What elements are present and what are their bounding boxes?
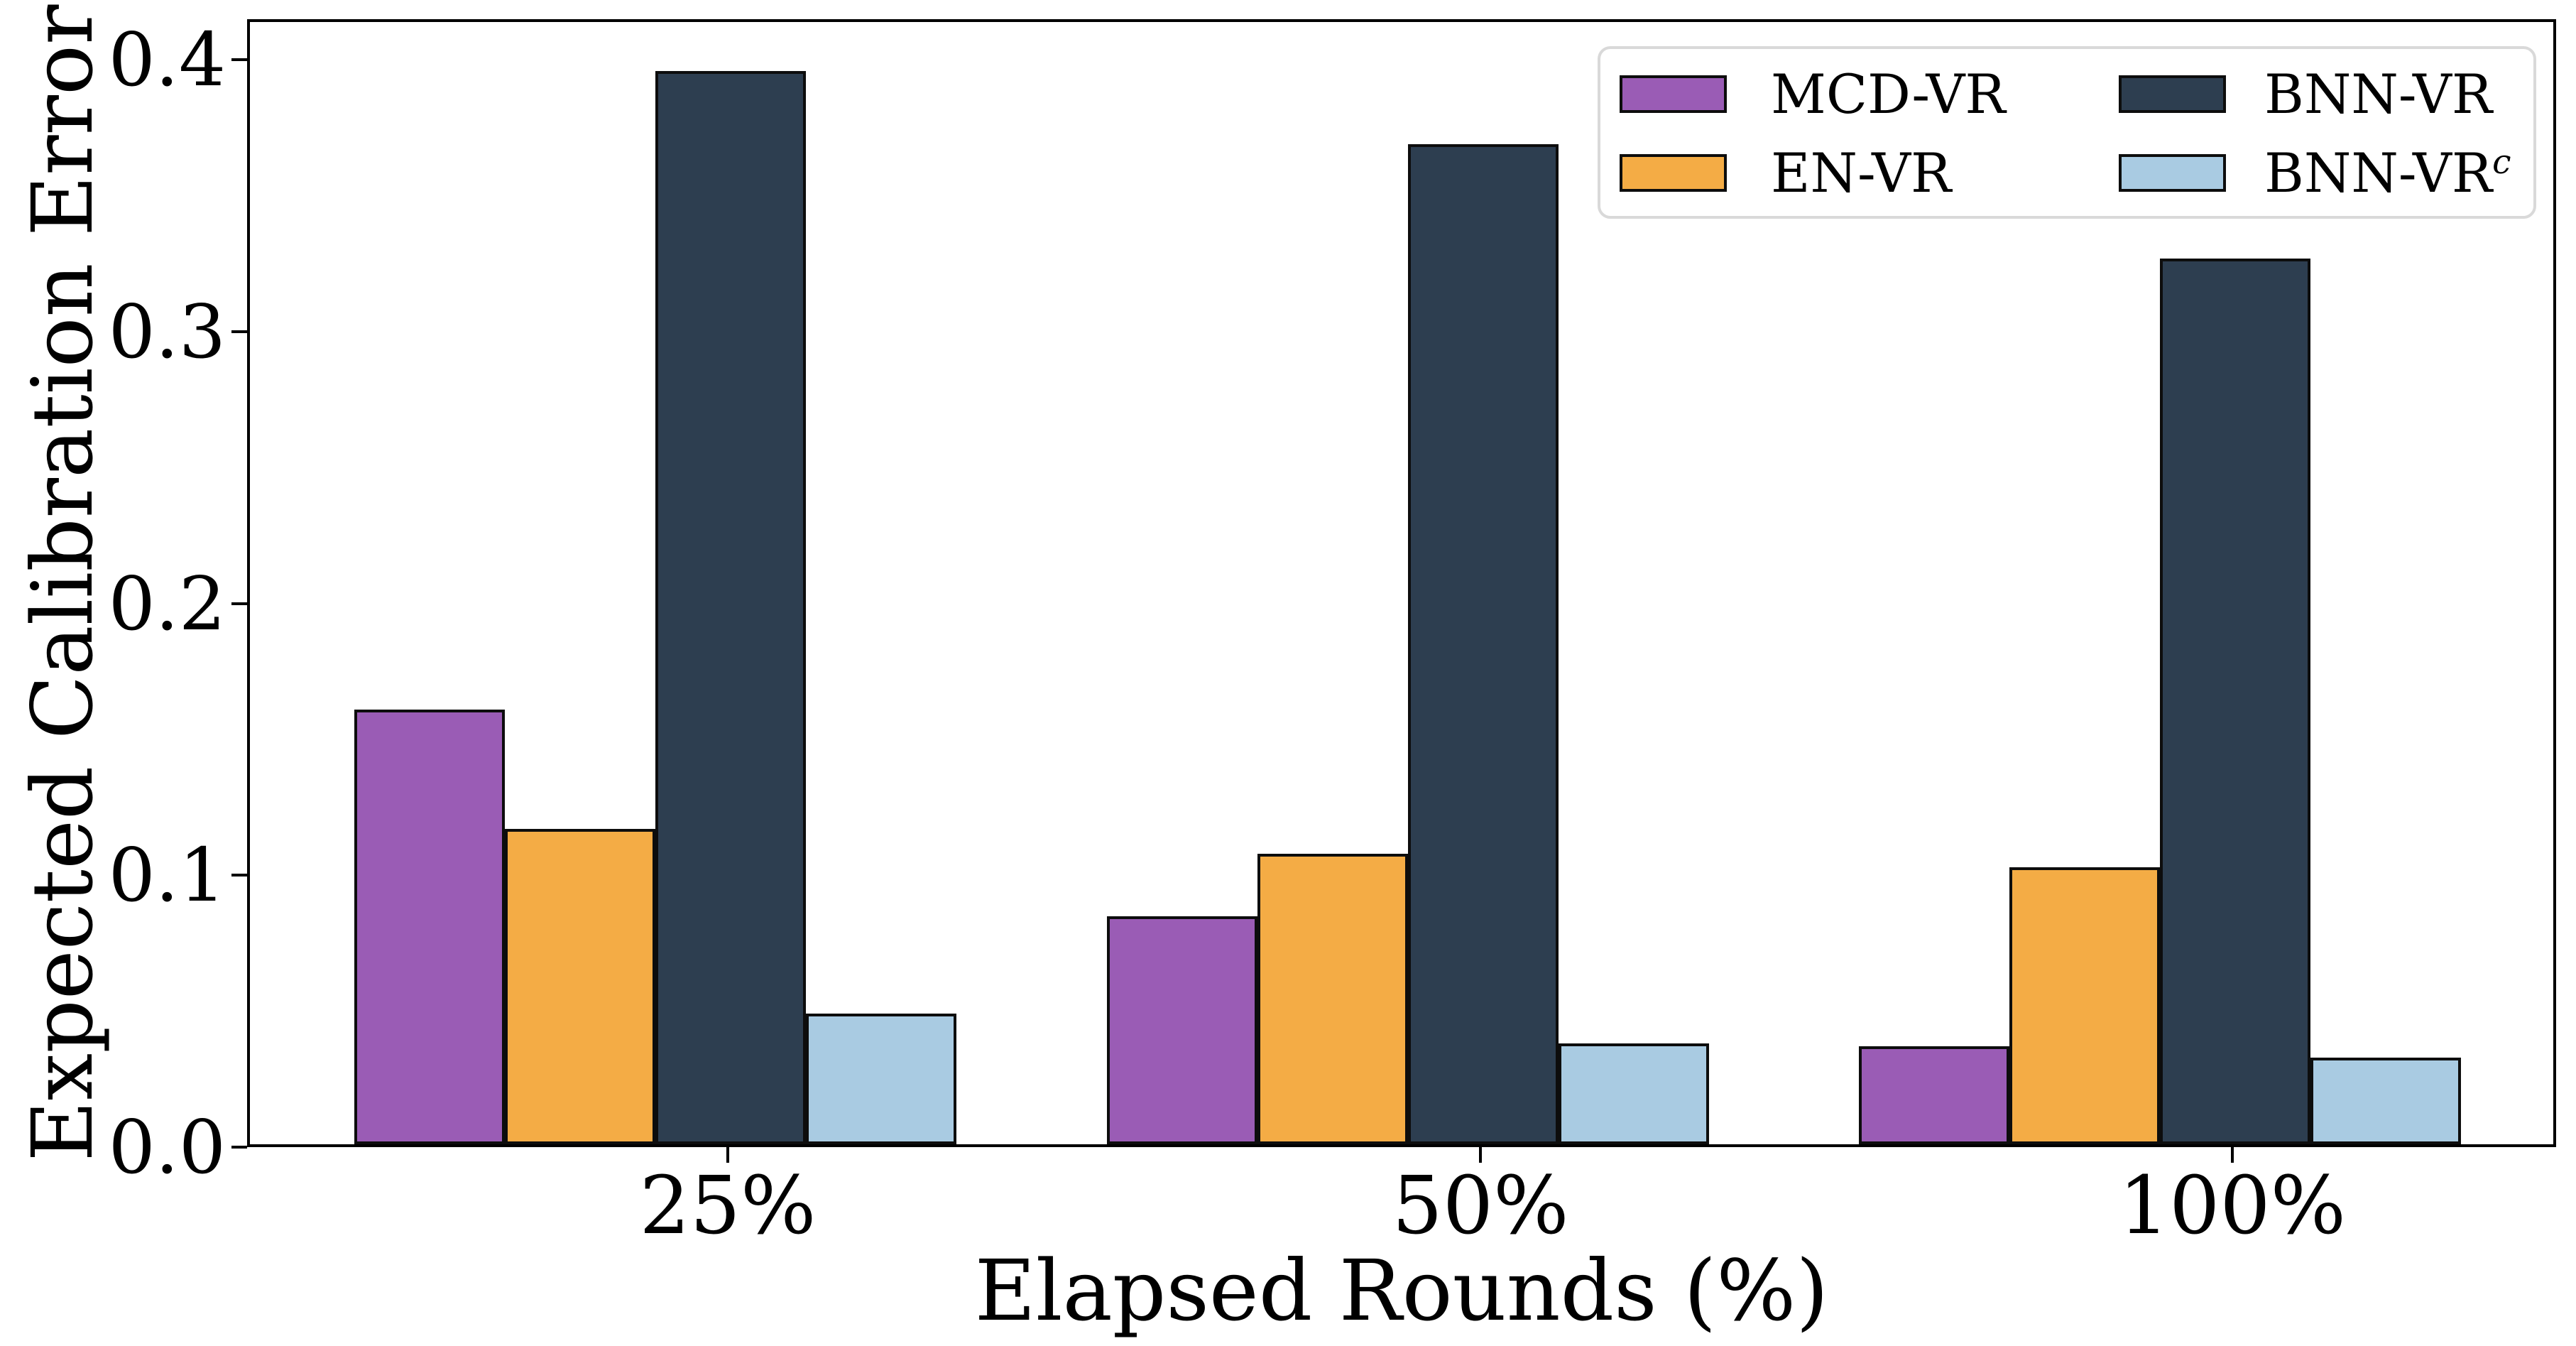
y-tick-label: 0.2 [108,560,226,647]
y-tick-mark [231,330,247,334]
legend-label: MCD-VR [1771,63,2006,126]
x-axis-label: Elapsed Rounds (%) [974,1242,1829,1340]
legend-swatch-en-vr [1620,154,1727,192]
legend-label: EN-VR [1771,141,1952,205]
x-tick-mark [2230,1146,2234,1163]
bar-mcd-vr-50% [1107,916,1258,1144]
bar-bnn-vr-25% [655,70,806,1144]
legend-swatch-bnn-vr [2119,75,2226,113]
legend-swatch-mcd-vr [1620,75,1727,113]
bar-en-vr-50% [1257,853,1409,1144]
legend-box: MCD-VR EN-VR BNN-VR BNN-VRc [1598,46,2536,219]
y-tick-mark [231,874,247,877]
bar-bnn-vr-100% [2159,258,2310,1144]
bar-mcd-vr-100% [1858,1046,2009,1144]
x-tick-mark [726,1146,729,1163]
bar-en-vr-25% [504,829,655,1144]
bar-bnn-vr-c-50% [1559,1043,1710,1144]
y-tick-label: 0.4 [108,16,226,104]
y-tick-label: 0.1 [108,832,226,919]
x-tick-label: 50% [1392,1160,1569,1252]
x-tick-mark [1479,1146,1483,1163]
legend-label: BNN-VRc [2264,141,2511,205]
legend-label-superscript: c [2492,143,2511,183]
y-tick-mark [231,602,247,605]
bar-bnn-vr-c-100% [2310,1057,2461,1144]
bar-mcd-vr-25% [354,709,505,1144]
bar-en-vr-100% [2009,867,2160,1144]
y-tick-mark [231,58,247,62]
bar-bnn-vr-c-25% [805,1014,956,1144]
y-tick-label: 0.0 [108,1104,226,1190]
y-tick-label: 0.3 [108,288,226,376]
y-tick-mark [231,1146,247,1149]
legend-swatch-bnn-vr-c [2119,154,2226,192]
bar-bnn-vr-50% [1408,143,1559,1144]
legend-label: BNN-VR [2264,63,2493,126]
x-tick-label: 100% [2118,1160,2347,1252]
x-tick-label: 25% [639,1160,817,1252]
